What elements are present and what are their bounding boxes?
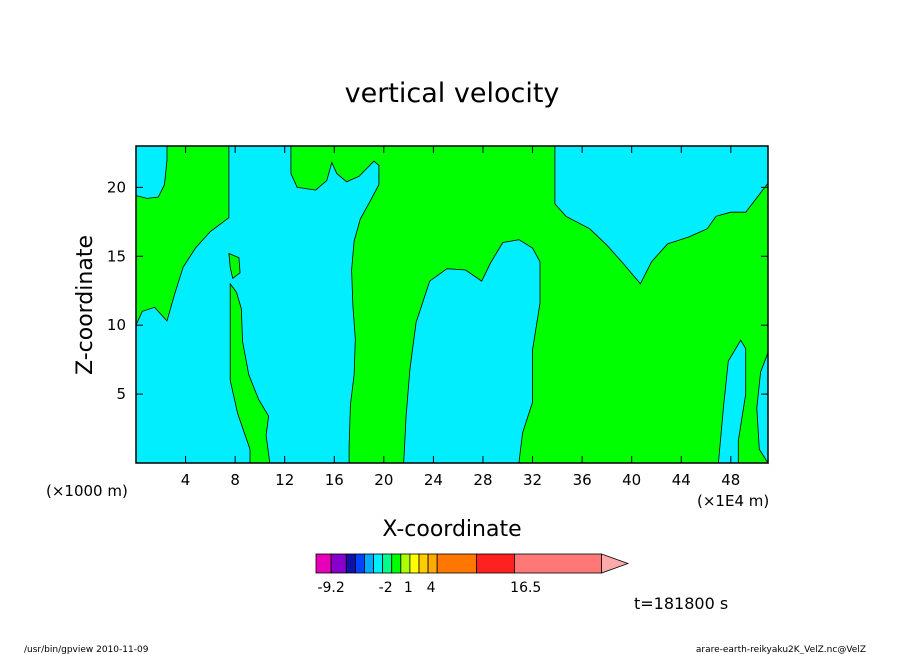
colorbar-extension [601,553,630,574]
x-tick-label: 36 [573,471,592,489]
negative-region-2 [135,145,380,464]
negative-region-3 [403,239,541,464]
y-tick-label: 10 [107,316,126,334]
colorbar-segment [418,553,429,574]
colorbar-tick-labels: -9.2 -2 1 4 16.5 [317,580,541,596]
x-axis-ticks: 4 8 12 16 20 24 28 32 36 40 44 48 [181,146,740,489]
x-tick-label: 16 [325,471,344,489]
footer-left: /usr/bin/gpview 2010-11-09 [24,645,149,654]
x-tick-label: 40 [622,471,641,489]
colorbar-tick-label: -2 [379,580,393,596]
x-axis-label: X-coordinate [382,517,521,542]
chart-title: vertical velocity [345,78,560,109]
colorbar-segment [345,553,356,574]
colorbar-tick-label: -9.2 [317,580,344,596]
negative-region-5 [717,339,747,464]
colorbar-segment [400,553,411,574]
x-tick-label: 8 [230,471,240,489]
colorbar-segment [436,553,477,574]
y-axis-label: Z-coordinate [73,235,98,375]
plot-area [135,145,769,465]
x-tick-label: 28 [473,471,492,489]
colorbar-segment [382,553,393,574]
x-tick-label: 20 [374,471,393,489]
colorbar-segment [373,553,384,574]
colorbar-segment [476,553,515,574]
colorbar-segment [364,553,374,574]
colorbar-segment [409,553,420,574]
x-tick-label: 48 [721,471,740,489]
colorbar-segment [354,553,365,574]
colorbar-tick-label: 16.5 [510,580,541,596]
x-tick-label: 32 [523,471,542,489]
colorbar-segment [315,553,332,574]
x-unit-label-secondary: (×1E4 m) [697,492,769,510]
colorbar-segment [427,553,438,574]
x-tick-label: 24 [424,471,443,489]
x-tick-label: 4 [181,471,191,489]
colorbar [315,553,630,574]
plot-frame [135,145,769,464]
colorbar-tick-label: 1 [404,580,413,596]
x-unit-label: (×1000 m) [46,482,128,500]
contour-regions [135,145,769,465]
y-tick-label: 20 [107,178,126,196]
x-tick-label: 44 [672,471,691,489]
negative-region-1 [135,145,168,199]
colorbar-segment [391,553,402,574]
colorbar-segment [514,553,602,574]
positive-island-1 [228,252,241,279]
footer-right: arare-earth-reikyaku2K_VelZ.nc@VelZ [696,645,866,654]
y-tick-label: 5 [116,385,126,403]
colorbar-tick-label: 4 [427,580,436,596]
x-tick-label: 12 [275,471,294,489]
time-label: t=181800 s [634,594,728,613]
negative-region-4 [554,145,769,285]
y-axis-ticks: 5 10 15 20 [107,178,768,403]
y-tick-label: 15 [107,247,126,265]
colorbar-segment [330,553,347,574]
